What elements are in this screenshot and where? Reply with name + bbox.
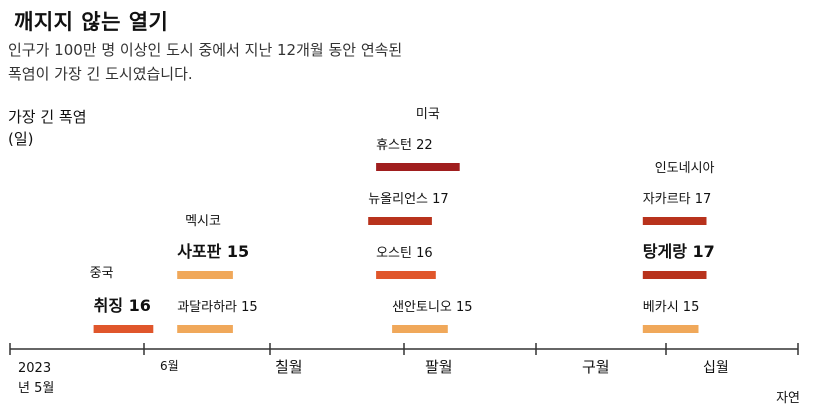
country-label: 멕시코 xyxy=(185,214,221,229)
heatwave-bar xyxy=(642,325,699,333)
chart-subtitle: 인구가 100만 명 이상인 도시 중에서 지난 12개월 동안 연속된 폭염이… xyxy=(8,41,403,83)
x-tick-label: 십월 xyxy=(703,360,729,376)
heatwave-bar xyxy=(642,271,707,279)
chart-title: 깨지지 않는 열기 xyxy=(14,10,169,34)
x-tick-label: 팔월 xyxy=(425,358,453,376)
country-label: 중국 xyxy=(90,266,114,281)
bar-label: 뉴올리언스 17 xyxy=(368,192,448,207)
heatwave-bar xyxy=(368,217,432,225)
bar-label: 과달라하라 15 xyxy=(177,300,257,315)
heatwave-bar xyxy=(642,217,707,225)
bar-label: 사포판 15 xyxy=(177,242,249,261)
country-label: 미국 xyxy=(416,107,440,122)
bar-label: 휴스턴 22 xyxy=(376,138,433,153)
y-axis-label: 가장 긴 폭염(일) xyxy=(8,108,87,148)
bar-label: 베카시 15 xyxy=(643,300,700,315)
x-tick-label: 칠월 xyxy=(275,358,303,376)
heatwave-bar xyxy=(376,163,460,171)
labels-layer: 취징 16 사포판 15 과달라하라 15 휴스턴 22 뉴올리언스 17 오스틴 16 샌… xyxy=(90,107,715,315)
x-tick-label-line2: 년 5월 xyxy=(18,381,54,396)
source-label: 자연 xyxy=(776,391,800,406)
bar-label: 샌안토니오 15 xyxy=(392,300,472,315)
bar-label: 자카르타 17 xyxy=(643,192,712,207)
x-tick-label: 6월 xyxy=(160,359,179,373)
x-tick-label: 구월 xyxy=(582,358,610,376)
bar-label: 취징 16 xyxy=(94,296,151,315)
x-axis: 2023 년 5월 6월 칠월 팔월 구월 십월 xyxy=(9,343,799,396)
heatwave-bar xyxy=(392,325,448,333)
country-label: 인도네시아 xyxy=(655,161,715,176)
heatwave-bar xyxy=(376,271,436,279)
bars-layer xyxy=(93,163,707,333)
bar-label: 탕게랑 17 xyxy=(643,242,715,261)
heatwave-bar xyxy=(93,325,154,333)
bar-label: 오스틴 16 xyxy=(376,246,433,261)
heatwave-bar xyxy=(177,325,233,333)
heatwave-bar xyxy=(177,271,233,279)
x-tick-label: 2023 xyxy=(18,361,51,376)
